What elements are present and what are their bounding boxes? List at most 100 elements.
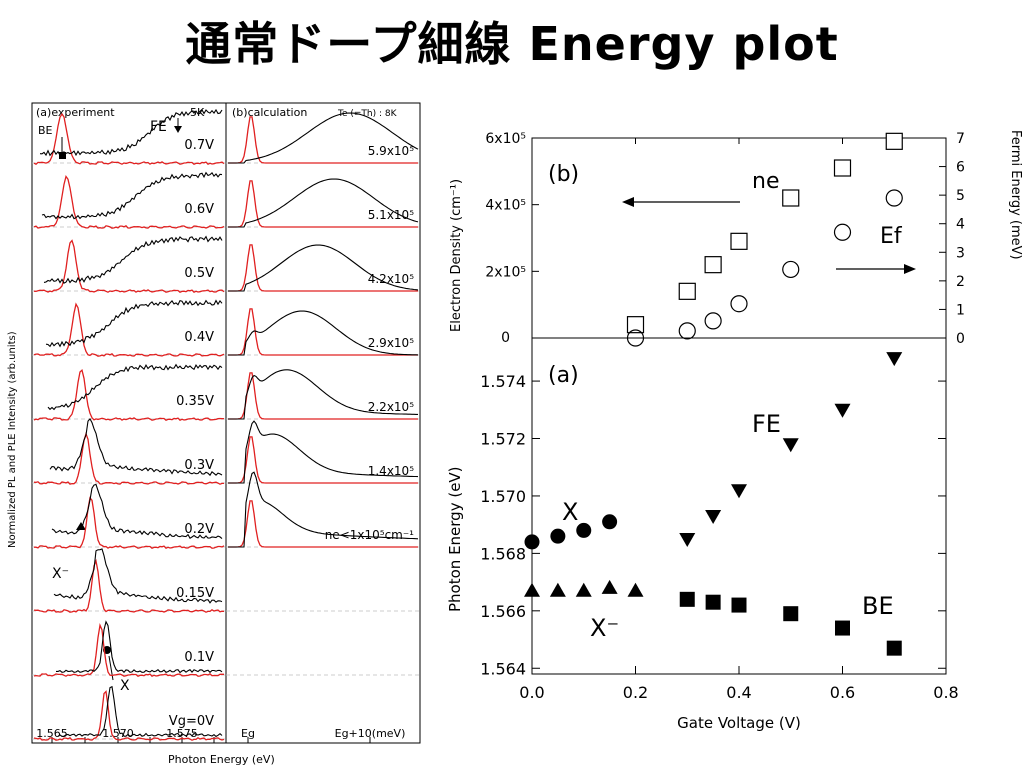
- plot-b-y2label: Fermi Energy (meV): [1008, 130, 1023, 260]
- voltage-label-8: 0.1V: [184, 650, 214, 665]
- Ef-point-1: [678, 322, 696, 340]
- Ef-point-4: [782, 260, 800, 279]
- X-point-3: [602, 514, 618, 530]
- Xminus-point-3: [601, 579, 618, 594]
- Xminus-point-1: [549, 582, 566, 597]
- plot-b-ylabel-0: 0: [501, 330, 510, 346]
- density-label-1: 5.1x10⁵: [368, 208, 414, 222]
- plot-b-ylabel-1: 2x10⁵: [485, 264, 526, 280]
- plot-b-label: (b): [548, 162, 579, 187]
- plot-a-ylabel-2: 1.568: [480, 544, 526, 563]
- Ef-point-6: [885, 189, 903, 207]
- BE-point-5: [886, 640, 902, 656]
- calc-ple-trace-3: [228, 310, 419, 356]
- calc-ple-trace-6: [228, 471, 419, 548]
- Ef-point-2: [704, 312, 722, 330]
- density-label-0: 5.9x10⁵: [368, 144, 414, 158]
- left-xlabel: Photon Energy (eV): [168, 753, 275, 766]
- Xminus-point-4: [627, 582, 644, 597]
- plot-a-xlabel-2: 0.4: [726, 683, 751, 702]
- exp-ple-trace-4: [47, 363, 223, 411]
- exp-ple-trace-0: [39, 108, 223, 157]
- plot-a-ylabel-0: 1.564: [480, 659, 526, 678]
- exp-pl-trace-8: [33, 623, 224, 677]
- Ef-point-3: [730, 295, 748, 313]
- marker-BE: BE: [38, 124, 53, 137]
- X-point-1: [550, 528, 566, 544]
- calc-pl-trace-6: [228, 500, 418, 548]
- ne-point-2: [704, 256, 722, 274]
- marker-X: X: [120, 678, 130, 694]
- series-label-Xminus: X⁻: [590, 614, 619, 642]
- voltage-label-0: 0.7V: [184, 138, 214, 153]
- slide-title: 通常ドープ細線 Energy plot: [185, 17, 839, 71]
- calc-pl-trace-2: [228, 244, 418, 292]
- FE-arrow-head: [174, 126, 182, 133]
- calc-ple-trace-4: [228, 369, 418, 420]
- plot-b-y2label-2: 2: [956, 274, 965, 290]
- calc-pl-trace-5: [228, 436, 418, 484]
- plot-a-xlabel-1: 0.2: [623, 683, 648, 702]
- ne-point-4: [782, 189, 800, 207]
- calc-ple-trace-1: [228, 178, 419, 228]
- plot-a-ylabel: Photon Energy (eV): [446, 466, 464, 612]
- BE-square-marker: [59, 152, 66, 159]
- marker-Xminus: X⁻: [52, 566, 69, 582]
- Ef-point-5: [833, 223, 852, 241]
- voltage-label-4: 0.35V: [176, 394, 214, 409]
- BE-point-1: [705, 594, 721, 610]
- Ef-arrow-head: [904, 264, 916, 274]
- FE-point-5: [886, 352, 903, 367]
- density-label-5: 1.4x10⁵: [368, 464, 414, 478]
- BE-point-2: [731, 597, 747, 613]
- calculation-label: (b)calculation: [232, 106, 307, 119]
- plot-a-xlabel: Gate Voltage (V): [677, 714, 801, 732]
- exp-pl-trace-0: [33, 112, 225, 165]
- plot-b-y2label-5: 5: [956, 188, 965, 204]
- plot-a-label: (a): [548, 363, 579, 388]
- Ef-point-0: [626, 329, 645, 347]
- voltage-label-2: 0.5V: [184, 266, 214, 281]
- voltage-label-3: 0.4V: [184, 330, 214, 345]
- plot-a-ylabel-3: 1.570: [480, 487, 526, 506]
- plot-b-y2label-0: 0: [956, 331, 965, 347]
- marker-FE: FE: [150, 119, 167, 135]
- plot-b-ylabel: Electron Density (cm⁻¹): [449, 179, 464, 332]
- exp-ple-trace-7: [53, 548, 223, 604]
- exp-ple-trace-5: [49, 417, 223, 477]
- exp-pl-trace-7: [33, 558, 224, 613]
- plot-b-y2label-1: 1: [956, 302, 965, 318]
- BE-point-4: [835, 620, 850, 636]
- exp-pl-trace-6: [34, 496, 225, 549]
- series-label-FE: FE: [752, 410, 781, 438]
- exp-pl-trace-9: [33, 690, 225, 741]
- voltage-label-7: 0.15V: [176, 586, 214, 601]
- calc-pl-trace-1: [228, 180, 418, 228]
- exp-pl-trace-4: [33, 368, 225, 421]
- density-label-2: 4.2x10⁵: [368, 272, 414, 286]
- calc-pl-trace-4: [228, 372, 418, 420]
- voltage-label-1: 0.6V: [184, 202, 214, 217]
- plot-b-ylabel-3: 6x10⁵: [485, 131, 526, 147]
- density-label-6: ne<1x10⁵cm⁻¹: [325, 528, 414, 542]
- ne-point-5: [833, 159, 852, 177]
- experiment-label: (a)experiment: [36, 106, 115, 119]
- calc-pl-trace-3: [228, 308, 418, 356]
- exp-ple-trace-2: [43, 235, 223, 284]
- exp-tick-1565: 1.565: [36, 727, 68, 740]
- exp-pl-trace-3: [33, 302, 225, 357]
- plot-b-y2label-6: 6: [956, 160, 965, 176]
- voltage-label-6: 0.2V: [184, 522, 214, 537]
- ne-point-3: [730, 232, 748, 250]
- plot-b-y2label-7: 7: [956, 131, 965, 147]
- BE-point-0: [679, 591, 695, 607]
- calc-ple-trace-5: [228, 420, 419, 484]
- exp-ple-trace-8: [56, 620, 223, 674]
- ne-annotation: ne: [752, 169, 779, 194]
- Xminus-point-0: [524, 582, 540, 597]
- plot-b-ylabel-2: 4x10⁵: [485, 198, 526, 214]
- plot-a-ylabel-4: 1.572: [480, 430, 526, 449]
- ne-point-6: [885, 132, 903, 150]
